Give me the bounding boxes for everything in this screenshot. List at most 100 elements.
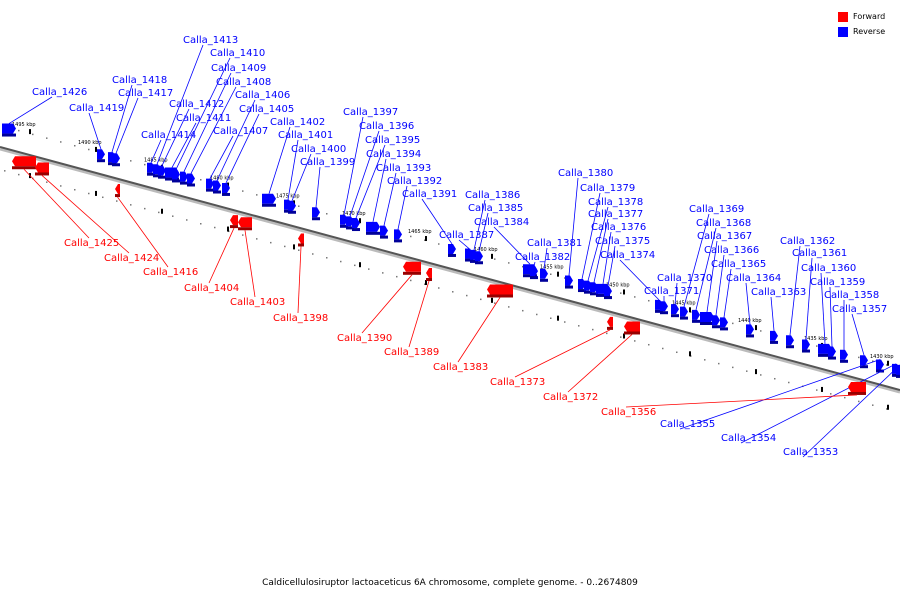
forward-gene xyxy=(426,268,432,282)
gene-leader xyxy=(23,168,90,239)
guide-dot xyxy=(886,408,888,410)
guide-dot xyxy=(522,309,524,312)
guide-dot xyxy=(452,291,454,293)
gene-leader xyxy=(473,199,486,250)
guide-dot xyxy=(256,238,258,240)
gene-label: Calla_1396 xyxy=(359,121,414,132)
tick-label: 1480 kbp xyxy=(210,176,234,182)
reverse-gene xyxy=(172,169,180,183)
forward-label: Forward xyxy=(853,12,886,21)
guide-dot xyxy=(872,360,874,362)
reverse-gene xyxy=(158,165,166,179)
guide-dot xyxy=(550,273,552,275)
forward-gene xyxy=(403,261,421,275)
reverse-gene xyxy=(660,301,668,315)
gene-label: Calla_1364 xyxy=(726,273,781,284)
gene-leader xyxy=(514,329,611,378)
guide-dot xyxy=(578,325,580,327)
guide-dot xyxy=(494,302,496,304)
gene-leader xyxy=(805,257,813,340)
guide-dot xyxy=(88,148,90,151)
gene-leader xyxy=(723,268,732,318)
gene-leader xyxy=(789,245,801,336)
gene-leader xyxy=(740,363,897,444)
gene-leader xyxy=(190,86,237,174)
gene-label: Calla_1412 xyxy=(169,99,224,110)
reverse-gene xyxy=(828,346,836,360)
gene-leader xyxy=(581,192,601,280)
genome-backbone xyxy=(0,126,900,410)
gene-leader xyxy=(458,239,470,249)
guide-dot xyxy=(830,393,832,395)
guide-dot xyxy=(620,336,622,338)
reverse-gene xyxy=(565,275,573,289)
gene-leader xyxy=(150,139,162,163)
gene-leader xyxy=(355,144,386,219)
tick-label: 1485 kbp xyxy=(144,158,168,164)
gene-leader xyxy=(674,282,678,305)
gene-label: Calla_1367 xyxy=(697,231,752,242)
guide-dot xyxy=(172,215,174,217)
guide-dot xyxy=(18,129,20,132)
gene-label: Calla_1363 xyxy=(751,287,806,298)
tick-label: 1470 kbp xyxy=(342,211,366,217)
gene-label: Calla_1357 xyxy=(832,304,887,315)
guide-dot xyxy=(634,296,636,298)
gene-label: Calla_1365 xyxy=(711,259,766,270)
gene-leader xyxy=(372,158,387,222)
forward-gene xyxy=(230,215,238,229)
guide-dot xyxy=(676,351,678,354)
guide-dot xyxy=(312,253,314,255)
gene-leader xyxy=(820,272,826,344)
gene-leader xyxy=(802,364,900,458)
tick-label: 1495 kbp xyxy=(12,122,36,128)
gene-label: Calla_1361 xyxy=(792,248,847,259)
guide-dot xyxy=(130,204,132,206)
guide-dot xyxy=(60,185,62,187)
guide-dot xyxy=(760,374,762,376)
gene-label: Calla_1416 xyxy=(143,267,198,278)
guide-dot xyxy=(564,321,566,323)
gene-leader xyxy=(851,313,865,356)
reverse-gene xyxy=(262,193,276,207)
guide-dot xyxy=(186,219,188,221)
gene-leader xyxy=(244,230,256,298)
legend-reverse: Reverse xyxy=(838,24,885,39)
guide-dot xyxy=(844,396,846,399)
gene-leader xyxy=(111,84,133,153)
reverse-gene xyxy=(692,309,700,323)
gene-leader xyxy=(171,122,197,168)
gene-label: Calla_1408 xyxy=(216,77,271,88)
guide-dot xyxy=(424,239,426,241)
gene-label: Calla_1401 xyxy=(278,130,333,141)
gene-leader xyxy=(587,206,609,281)
guide-dot xyxy=(242,190,244,192)
gene-label: Calla_1418 xyxy=(112,75,167,86)
gene-leader xyxy=(209,135,234,179)
gene-label: Calla_1393 xyxy=(376,163,431,174)
forward-gene xyxy=(238,217,252,231)
gene-label: Calla_1403 xyxy=(230,297,285,308)
guide-dot xyxy=(410,279,412,282)
gene-label: Calla_1389 xyxy=(384,347,439,358)
gene-leader xyxy=(397,185,408,230)
gene-label: Calla_1362 xyxy=(780,236,835,247)
forward-gene xyxy=(607,316,613,330)
gene-leader xyxy=(216,99,256,181)
gene-leader xyxy=(568,177,579,276)
gene-label: Calla_1383 xyxy=(433,362,488,373)
guide-dot xyxy=(284,245,286,248)
gene-label: Calla_1385 xyxy=(468,203,523,214)
gene-leader xyxy=(208,227,235,284)
guide-dot xyxy=(466,294,468,297)
forward-gene xyxy=(115,184,120,198)
gene-label: Calla_1424 xyxy=(104,253,159,264)
guide-dot xyxy=(256,194,258,196)
gene-leader xyxy=(770,296,775,331)
gene-label: Calla_1392 xyxy=(387,176,442,187)
guide-dot xyxy=(508,306,510,308)
gene-label: Calla_1391 xyxy=(402,189,457,200)
gene-leader xyxy=(679,359,881,430)
gene-leader xyxy=(161,108,190,166)
guide-dot xyxy=(214,226,216,229)
